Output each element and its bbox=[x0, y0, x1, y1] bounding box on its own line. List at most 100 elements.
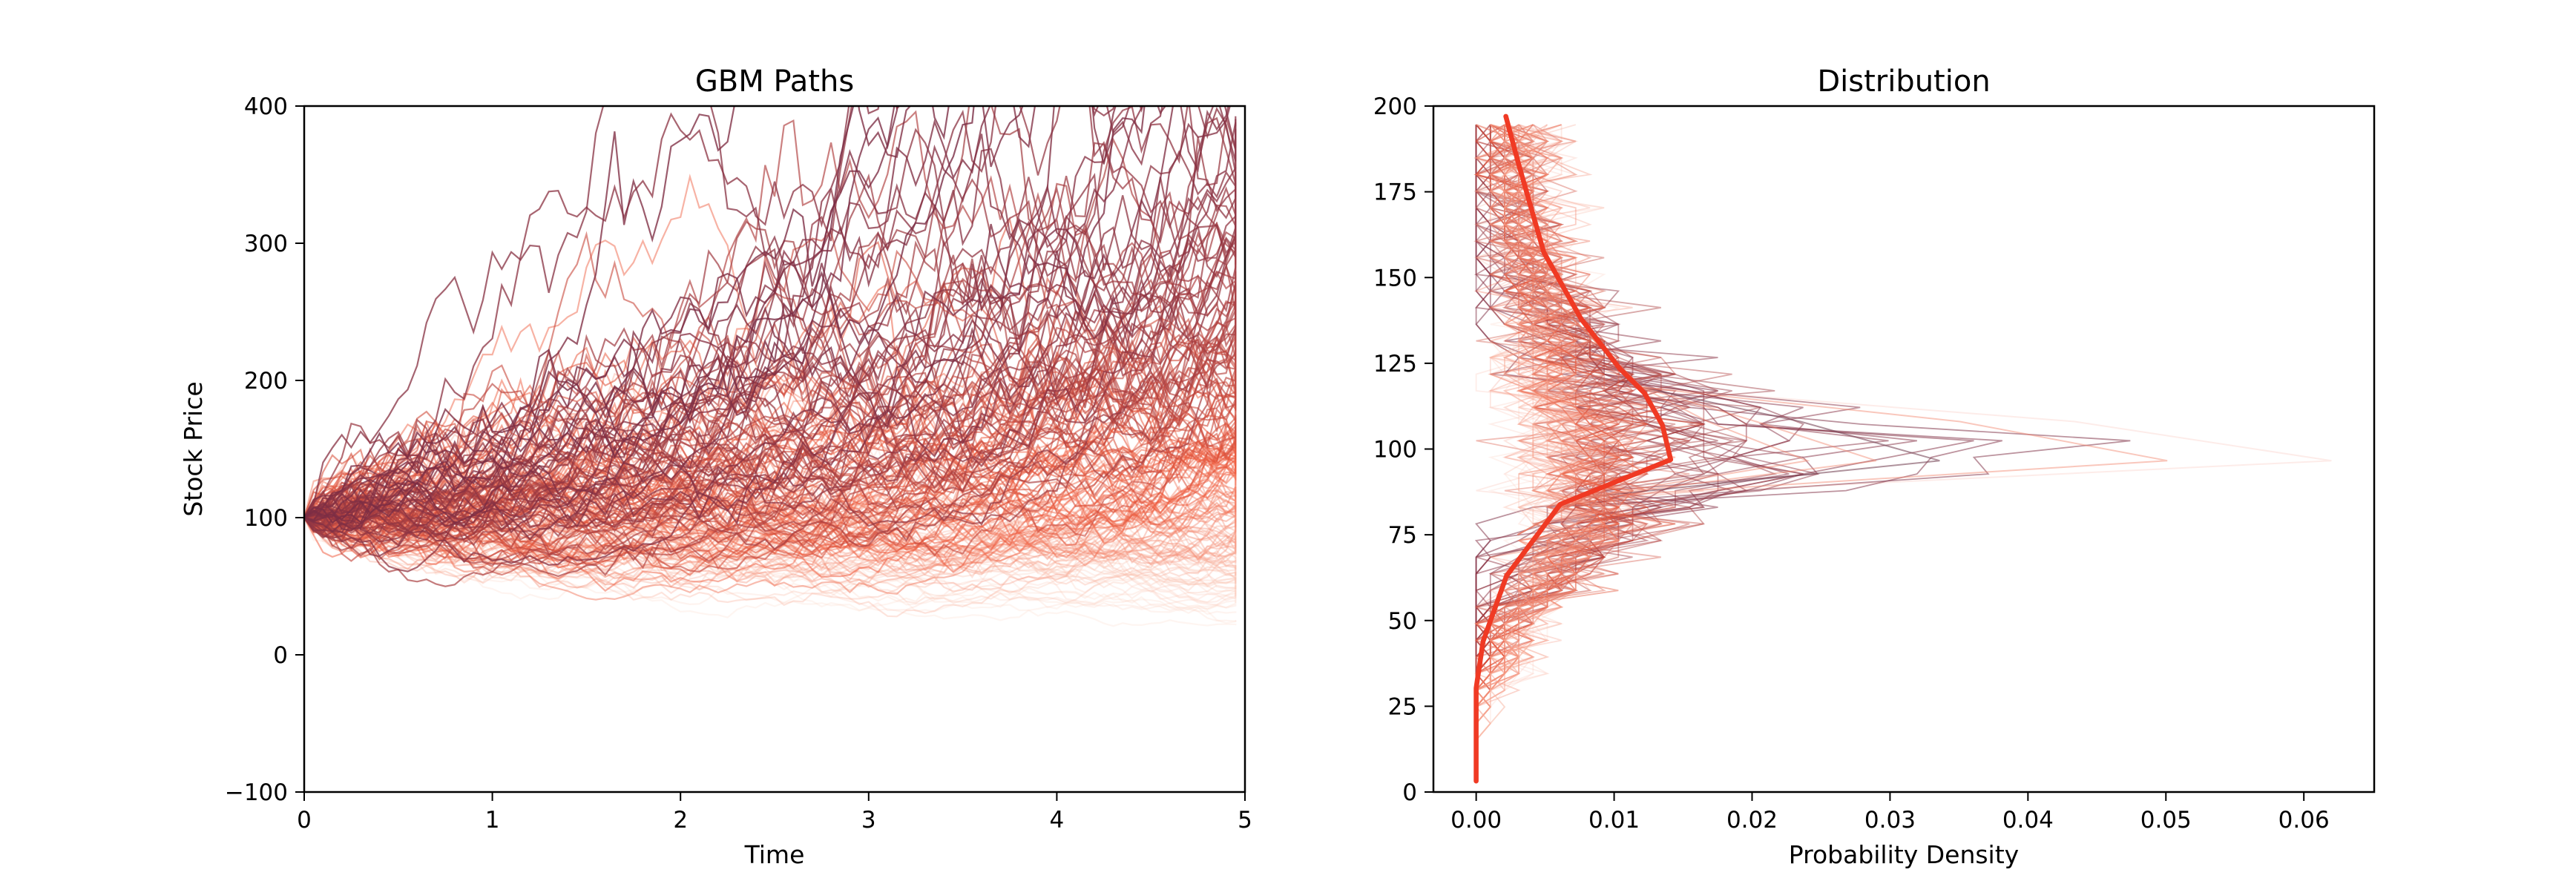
density-line bbox=[1475, 125, 1619, 773]
y-tick-label: 400 bbox=[244, 93, 288, 120]
y-tick-label: 200 bbox=[244, 368, 288, 395]
density-line bbox=[1475, 125, 1732, 773]
gbm-y-ticks: −100 0 100 200 300 400 bbox=[225, 93, 304, 806]
gbm-path bbox=[304, 474, 1237, 562]
density-line bbox=[1475, 125, 1749, 773]
gbm-path bbox=[304, 106, 1231, 518]
y-tick-label: 100 bbox=[1373, 437, 1417, 463]
density-line bbox=[1475, 124, 1633, 773]
gbm-path bbox=[304, 106, 855, 521]
density-line bbox=[1473, 124, 1605, 773]
density-line bbox=[1475, 125, 1778, 773]
gbm-path bbox=[304, 191, 1237, 520]
gbm-path bbox=[304, 420, 1237, 570]
density-line bbox=[1475, 124, 1579, 773]
density-line bbox=[1475, 124, 1647, 773]
density-line bbox=[1475, 124, 1676, 773]
density-line bbox=[1475, 124, 1620, 773]
density-line bbox=[1475, 124, 1620, 773]
gbm-path bbox=[304, 106, 1036, 518]
density-line bbox=[1475, 125, 1677, 773]
y-tick-label: 50 bbox=[1388, 608, 1417, 635]
x-tick-label: 1 bbox=[485, 807, 500, 834]
density-line bbox=[1473, 124, 1635, 773]
density-line bbox=[1475, 124, 1634, 773]
gbm-path bbox=[304, 106, 896, 518]
gbm-path bbox=[304, 106, 1237, 518]
density-line bbox=[1475, 124, 1579, 773]
density-line bbox=[1475, 125, 1662, 773]
y-tick-label: 150 bbox=[1373, 265, 1417, 291]
density-line bbox=[1474, 124, 1647, 773]
density-line bbox=[1475, 124, 1649, 773]
density-line bbox=[1475, 124, 1619, 773]
y-tick-label: 100 bbox=[244, 505, 288, 532]
density-line bbox=[1474, 124, 1649, 773]
density-line bbox=[1473, 124, 1605, 773]
density-line bbox=[1474, 124, 1621, 773]
density-line bbox=[1473, 124, 1633, 773]
density-line bbox=[1475, 124, 1620, 773]
gbm-path bbox=[304, 506, 1237, 578]
x-tick-label: 0 bbox=[297, 807, 312, 834]
density-line bbox=[1475, 124, 1633, 773]
gbm-path bbox=[304, 106, 1024, 532]
density-line bbox=[1473, 124, 1649, 773]
y-tick-label: 200 bbox=[1373, 93, 1417, 120]
distribution-chart: 0.00 0.01 0.02 0.03 0.04 0.05 0.06 0 25 50 75 100 1… bbox=[1373, 65, 2376, 869]
density-line bbox=[1475, 124, 1662, 773]
gbm-path bbox=[304, 106, 950, 522]
density-line bbox=[1473, 125, 1690, 773]
density-line bbox=[1475, 125, 1647, 773]
gbm-path bbox=[304, 106, 1174, 518]
density-line bbox=[1473, 124, 1661, 773]
gbm-path bbox=[304, 517, 1237, 594]
density-line bbox=[1473, 125, 1704, 773]
density-line bbox=[1475, 124, 1649, 773]
density-line bbox=[1475, 124, 1663, 773]
density-line bbox=[1474, 124, 1620, 773]
density-line bbox=[1475, 124, 1619, 773]
y-tick-label: 125 bbox=[1373, 351, 1417, 377]
density-line bbox=[1475, 125, 1732, 773]
gbm-y-axis-label: Stock Price bbox=[179, 381, 208, 516]
density-line bbox=[1473, 124, 1635, 773]
gbm-path bbox=[304, 495, 1237, 584]
gbm-path-lines bbox=[304, 106, 1237, 627]
density-line bbox=[1475, 125, 1620, 773]
density-line bbox=[1475, 125, 1606, 773]
gbm-path bbox=[304, 173, 1237, 522]
gbm-path bbox=[304, 237, 1237, 550]
density-line bbox=[1475, 124, 1634, 773]
gbm-path bbox=[304, 501, 1237, 591]
density-line bbox=[1475, 124, 1621, 773]
density-line bbox=[1475, 124, 1677, 773]
density-line bbox=[1474, 124, 1619, 773]
mean-density-line bbox=[1473, 113, 1674, 784]
y-tick-label: −100 bbox=[225, 779, 288, 806]
density-lines bbox=[1473, 124, 2332, 773]
gbm-x-axis-label: Time bbox=[744, 840, 805, 869]
density-line bbox=[1475, 124, 1662, 773]
gbm-path bbox=[304, 106, 1180, 533]
gbm-path bbox=[304, 515, 1237, 616]
gbm-x-ticks: 0 1 2 3 4 5 bbox=[297, 792, 1252, 834]
gbm-axes-frame bbox=[303, 105, 1246, 793]
density-line bbox=[1474, 124, 1606, 773]
density-line bbox=[1475, 124, 1690, 773]
density-line bbox=[1475, 124, 1620, 773]
density-line bbox=[1475, 124, 1634, 773]
density-line bbox=[1474, 124, 1620, 773]
x-tick-label: 0.03 bbox=[1864, 807, 1916, 834]
gbm-path bbox=[304, 106, 975, 524]
density-line bbox=[1475, 124, 1634, 773]
x-tick-label: 0.02 bbox=[1726, 807, 1778, 834]
distribution-x-ticks: 0.00 0.01 0.02 0.03 0.04 0.05 0.06 bbox=[1450, 792, 2330, 834]
density-line bbox=[1475, 124, 1704, 773]
density-line bbox=[1474, 124, 1591, 773]
gbm-path bbox=[304, 435, 1237, 538]
gbm-path bbox=[304, 217, 1237, 528]
density-line bbox=[1475, 124, 1676, 773]
y-tick-label: 25 bbox=[1388, 693, 1417, 720]
